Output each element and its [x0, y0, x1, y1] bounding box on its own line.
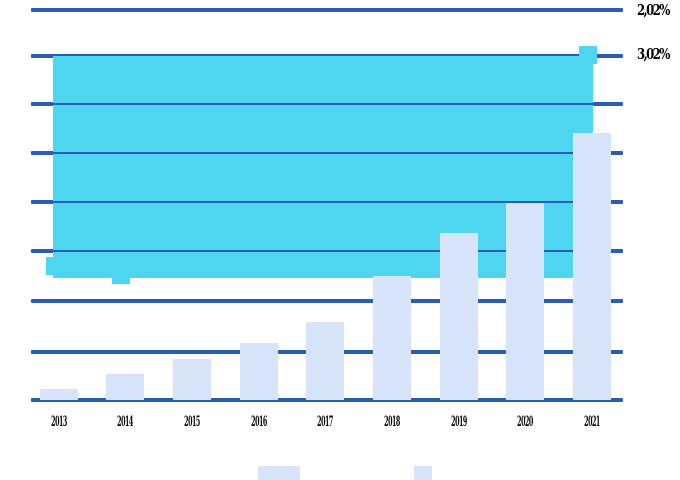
gridline: [31, 299, 623, 303]
gridline: [31, 151, 623, 155]
bar-2014: [106, 374, 144, 400]
x-axis-label-2017: 2017: [317, 414, 333, 430]
x-axis-label-2016: 2016: [251, 414, 267, 430]
x-axis-label-2018: 2018: [384, 414, 400, 430]
bar-2017: [306, 322, 344, 400]
bar-2016: [240, 343, 278, 400]
legend-swatch: [258, 466, 300, 480]
gridline: [31, 398, 623, 402]
area-marker-2021: [579, 46, 597, 64]
x-axis-label-2013: 2013: [51, 414, 67, 430]
gridline: [31, 54, 623, 58]
x-axis-label-2015: 2015: [184, 414, 200, 430]
gridline-overlay: [31, 250, 623, 252]
bar-2013: [40, 389, 78, 400]
right-axis-label-bottom: 3,02%: [637, 45, 670, 63]
gridline: [31, 249, 623, 253]
gridline-overlay: [31, 152, 623, 154]
gridline-overlay: [31, 201, 623, 203]
x-axis-label-2020: 2020: [517, 414, 533, 430]
x-axis-label-2021: 2021: [584, 414, 600, 430]
gridline: [31, 102, 623, 106]
gridline: [31, 8, 623, 12]
gridline: [31, 350, 623, 354]
gridline-overlay: [31, 103, 623, 105]
area-marker-2013: [46, 257, 64, 275]
x-axis-label-2014: 2014: [117, 414, 133, 430]
bar-2021: [573, 133, 611, 400]
bar-2018: [373, 276, 411, 400]
bar-2015: [173, 359, 211, 400]
bar-2019: [440, 233, 478, 400]
x-axis-label-2019: 2019: [451, 414, 467, 430]
gridline: [31, 200, 623, 204]
right-axis-label-top: 2,02%: [637, 1, 670, 19]
area-marker-2014: [112, 266, 130, 284]
legend-swatch: [414, 466, 432, 480]
bar-2020: [506, 203, 544, 400]
area-series-band: [53, 56, 593, 278]
